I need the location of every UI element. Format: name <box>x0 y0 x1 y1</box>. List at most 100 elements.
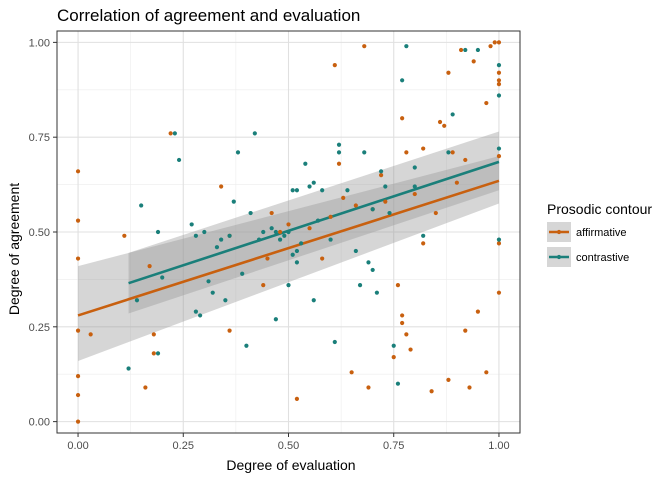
data-points <box>75 40 502 424</box>
point-affirmative <box>442 123 447 128</box>
point-affirmative <box>437 119 443 125</box>
point-contrastive <box>345 188 350 193</box>
point-contrastive <box>370 267 375 273</box>
point-contrastive <box>223 298 228 303</box>
point-affirmative <box>147 264 152 269</box>
point-contrastive <box>362 150 367 155</box>
point-affirmative <box>219 184 224 189</box>
point-affirmative <box>404 332 409 337</box>
point-contrastive <box>315 218 321 223</box>
point-contrastive <box>286 229 291 235</box>
point-affirmative <box>88 332 93 337</box>
point-affirmative <box>75 392 81 398</box>
y-tick-label: 1.00 <box>29 37 50 49</box>
point-affirmative <box>421 146 426 151</box>
point-contrastive <box>176 157 182 163</box>
point-affirmative <box>391 355 396 360</box>
point-affirmative <box>400 313 405 318</box>
point-contrastive <box>332 339 337 345</box>
point-contrastive <box>374 290 379 295</box>
point-contrastive <box>395 381 401 386</box>
point-affirmative <box>484 370 489 375</box>
point-affirmative <box>341 195 346 200</box>
point-affirmative <box>366 385 371 390</box>
point-affirmative <box>151 351 156 356</box>
y-tick-label: 0.50 <box>29 227 50 239</box>
point-contrastive <box>290 188 295 193</box>
x-tick-label: 1.00 <box>488 440 509 452</box>
point-contrastive <box>387 210 392 216</box>
point-affirmative <box>400 116 405 121</box>
point-contrastive <box>496 63 502 68</box>
fit-line-affirmative <box>77 179 500 317</box>
legend-title: Prosodic contour <box>547 201 652 217</box>
point-contrastive <box>353 248 358 254</box>
regression-lines <box>77 160 500 317</box>
point-affirmative <box>446 377 451 383</box>
point-contrastive <box>256 237 262 242</box>
point-affirmative <box>261 282 266 288</box>
point-contrastive <box>294 248 300 254</box>
point-contrastive <box>210 290 215 295</box>
point-contrastive <box>193 233 198 238</box>
point-affirmative <box>75 328 81 333</box>
confidence-band-affirmative <box>78 156 499 361</box>
point-affirmative <box>496 154 502 159</box>
point-affirmative <box>227 328 232 333</box>
point-contrastive <box>240 271 245 276</box>
point-affirmative <box>471 59 476 64</box>
point-contrastive <box>383 184 388 189</box>
point-affirmative <box>353 203 358 208</box>
x-tick-label: 0.50 <box>278 440 299 452</box>
point-affirmative <box>450 150 455 155</box>
point-affirmative <box>454 180 459 185</box>
point-affirmative <box>496 241 502 246</box>
point-contrastive <box>446 150 451 155</box>
point-contrastive <box>252 131 257 136</box>
point-contrastive <box>336 150 342 155</box>
point-contrastive <box>155 351 161 356</box>
point-contrastive <box>421 233 426 238</box>
point-affirmative <box>75 374 81 379</box>
y-tick-label: 0.00 <box>29 417 50 429</box>
point-contrastive <box>206 279 211 284</box>
point-affirmative <box>294 396 300 401</box>
x-tick-label: 0.25 <box>173 440 194 452</box>
point-contrastive <box>412 165 417 170</box>
point-contrastive <box>299 241 304 246</box>
point-contrastive <box>412 184 417 189</box>
point-affirmative <box>463 157 468 163</box>
legend-label-affirmative: affirmative <box>576 227 627 239</box>
point-affirmative <box>496 70 502 75</box>
point-affirmative <box>496 78 502 83</box>
point-affirmative <box>496 290 502 295</box>
point-affirmative <box>383 199 388 204</box>
point-affirmative <box>332 63 337 68</box>
point-affirmative <box>265 256 270 261</box>
point-affirmative <box>395 282 401 288</box>
point-affirmative <box>122 233 127 238</box>
point-affirmative <box>458 47 464 53</box>
x-axis-title: Degree of evaluation <box>226 457 355 473</box>
point-contrastive <box>366 260 371 265</box>
point-contrastive <box>294 188 300 193</box>
point-affirmative <box>496 81 502 87</box>
point-affirmative <box>75 218 81 223</box>
point-contrastive <box>282 233 287 238</box>
point-contrastive <box>277 237 283 242</box>
chart-title: Correlation of agreement and evaluation <box>57 6 360 25</box>
point-affirmative <box>496 40 502 45</box>
point-affirmative <box>404 150 409 155</box>
point-affirmative <box>269 210 274 216</box>
point-contrastive <box>214 245 220 250</box>
point-contrastive <box>286 282 291 288</box>
point-contrastive <box>189 222 194 227</box>
point-contrastive <box>172 131 177 136</box>
point-affirmative <box>168 131 173 136</box>
point-affirmative <box>336 161 342 166</box>
point-affirmative <box>492 40 497 45</box>
point-contrastive <box>496 146 502 151</box>
point-affirmative <box>433 210 438 216</box>
point-contrastive <box>336 142 342 147</box>
